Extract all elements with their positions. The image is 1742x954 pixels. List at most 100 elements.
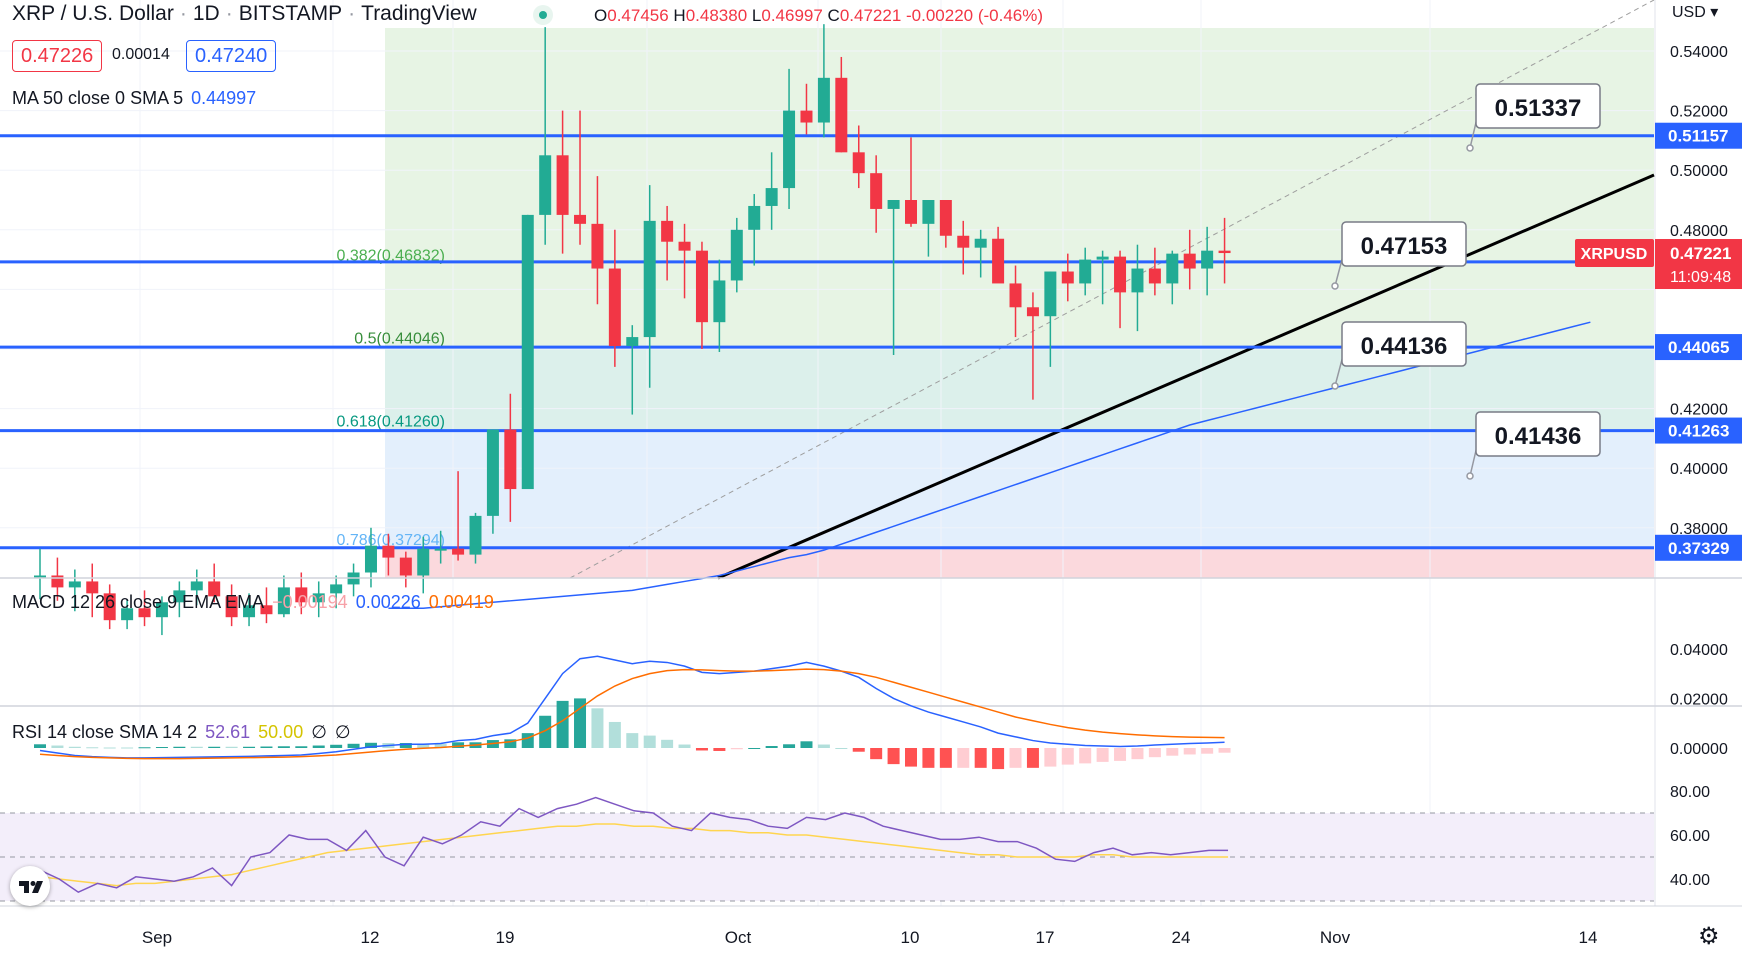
- macd-histogram-bar: [225, 746, 238, 748]
- candle: [1218, 217, 1231, 284]
- macd-histogram-bar: [1114, 748, 1127, 761]
- rsi-empty-value: ∅: [334, 722, 351, 742]
- candle: [277, 575, 290, 618]
- candle-body: [382, 545, 395, 558]
- time-tick-label: 24: [1172, 928, 1191, 947]
- candle: [138, 590, 151, 627]
- macd-histogram-bar: [608, 721, 621, 748]
- price-callout: 0.41436: [1466, 411, 1601, 480]
- callout-value: 0.41436: [1495, 423, 1582, 450]
- candle: [905, 137, 917, 227]
- callout-box: [1341, 221, 1467, 267]
- candle-body: [1201, 250, 1214, 269]
- macd-tick-label: 0.00000: [1670, 741, 1728, 758]
- macd-histogram-bar: [678, 744, 691, 748]
- settings-gear-icon[interactable]: ⚙: [1698, 923, 1720, 950]
- candle: [434, 530, 447, 564]
- macd-legend[interactable]: MACD 12 26 close 9 EMA EMA −0.00194 0.0022…: [12, 592, 494, 613]
- candle: [1096, 250, 1109, 305]
- candle-body: [1079, 259, 1092, 284]
- change-value: -0.00220 (-0.46%): [906, 6, 1044, 25]
- candle: [1201, 226, 1214, 296]
- candle-body: [556, 155, 569, 215]
- candle: [1009, 265, 1022, 338]
- candle-body: [469, 515, 482, 555]
- candle-body: [1218, 250, 1231, 254]
- macd-histogram-bar: [1009, 748, 1022, 768]
- candle: [992, 226, 1005, 284]
- candle: [661, 205, 674, 281]
- candle: [1148, 247, 1161, 296]
- candle: [121, 599, 134, 630]
- candle-body: [783, 110, 796, 189]
- trend-line: [717, 173, 1655, 580]
- macd-histogram-bar: [1218, 748, 1231, 753]
- fib-level-label: 0.5(0.44046): [354, 331, 445, 348]
- sell-button[interactable]: 0.47226: [12, 40, 103, 72]
- price-level-tag: [1655, 334, 1742, 361]
- last-price-value: 0.47221: [1670, 244, 1731, 263]
- macd-histogram-bar: [730, 748, 743, 750]
- candle: [626, 325, 639, 415]
- candle: [330, 575, 343, 609]
- candle-body: [260, 605, 273, 615]
- macd-histogram-bar: [364, 742, 377, 748]
- ma-legend[interactable]: MA 50 close 0 SMA 5 0.44997: [12, 88, 256, 109]
- candle-body: [1148, 268, 1161, 284]
- rsi-ma-value: 50.00: [258, 722, 304, 742]
- macd-histogram-bar: [957, 748, 970, 768]
- rsi-tick-label: 40.00: [1670, 872, 1710, 889]
- currency-selector[interactable]: USD ▾: [1672, 4, 1719, 21]
- candle: [556, 110, 569, 254]
- candle-body: [68, 581, 81, 588]
- interval-label[interactable]: 1D: [192, 2, 220, 25]
- tradingview-logo-icon[interactable]: [10, 866, 50, 906]
- candle: [608, 229, 621, 367]
- price-tick-label: 0.42000: [1670, 402, 1728, 419]
- rsi-tick-label: 60.00: [1670, 828, 1710, 845]
- countdown-timer: 11:09:48: [1670, 269, 1731, 286]
- macd-histogram-bar: [643, 735, 656, 748]
- candle: [1131, 244, 1144, 332]
- candle-body: [86, 581, 99, 594]
- macd-signal-value: 0.00419: [428, 592, 494, 612]
- candle: [539, 27, 552, 245]
- callout-anchor: [1331, 382, 1339, 390]
- rsi-legend[interactable]: RSI 14 close SMA 14 2 52.61 50.00 ∅ ∅: [12, 722, 351, 743]
- symbol-tag-label: XRPUSD: [1581, 246, 1648, 263]
- price-level-tag: [1655, 534, 1742, 561]
- symbol-name[interactable]: XRP / U.S. Dollar: [12, 2, 174, 25]
- macd-histogram-bar: [399, 743, 412, 748]
- macd-histogram-bar: [556, 700, 569, 748]
- ohlc-values: O0.47456 H0.48380 L0.46997 C0.47221 -0.0…: [594, 6, 1043, 26]
- time-tick-label: 14: [1579, 928, 1598, 947]
- macd-histogram-bar: [713, 748, 726, 751]
- candle-body: [852, 152, 865, 174]
- callout-box: [1475, 83, 1601, 129]
- candle: [748, 194, 761, 266]
- market-status-icon[interactable]: [533, 5, 553, 25]
- rsi-line: [39, 796, 1229, 894]
- candle-body: [1009, 283, 1022, 308]
- candle-body: [399, 557, 412, 576]
- time-tick-label: 19: [496, 928, 515, 947]
- price-level-tag-label: 0.51157: [1668, 127, 1729, 146]
- macd-histogram-bar: [86, 747, 99, 749]
- candle-body: [905, 200, 917, 224]
- candle-body: [974, 238, 987, 248]
- candle-body: [486, 429, 499, 516]
- buy-button[interactable]: 0.47240: [186, 40, 277, 72]
- candle: [173, 581, 186, 618]
- candle: [504, 393, 517, 522]
- macd-histogram-bar: [661, 739, 674, 748]
- symbol-header[interactable]: XRP / U.S. Dollar · 1D · BITSTAMP · TradingVie…: [12, 2, 477, 26]
- candle-body: [678, 241, 691, 251]
- candle-body: [939, 200, 952, 236]
- open-label: O: [594, 6, 608, 25]
- macd-histogram-bar: [330, 744, 343, 748]
- macd-histogram-bar: [243, 746, 256, 748]
- macd-histogram-bar: [783, 744, 796, 748]
- price-callout: 0.44136: [1331, 321, 1467, 390]
- macd-histogram-bar: [817, 744, 830, 748]
